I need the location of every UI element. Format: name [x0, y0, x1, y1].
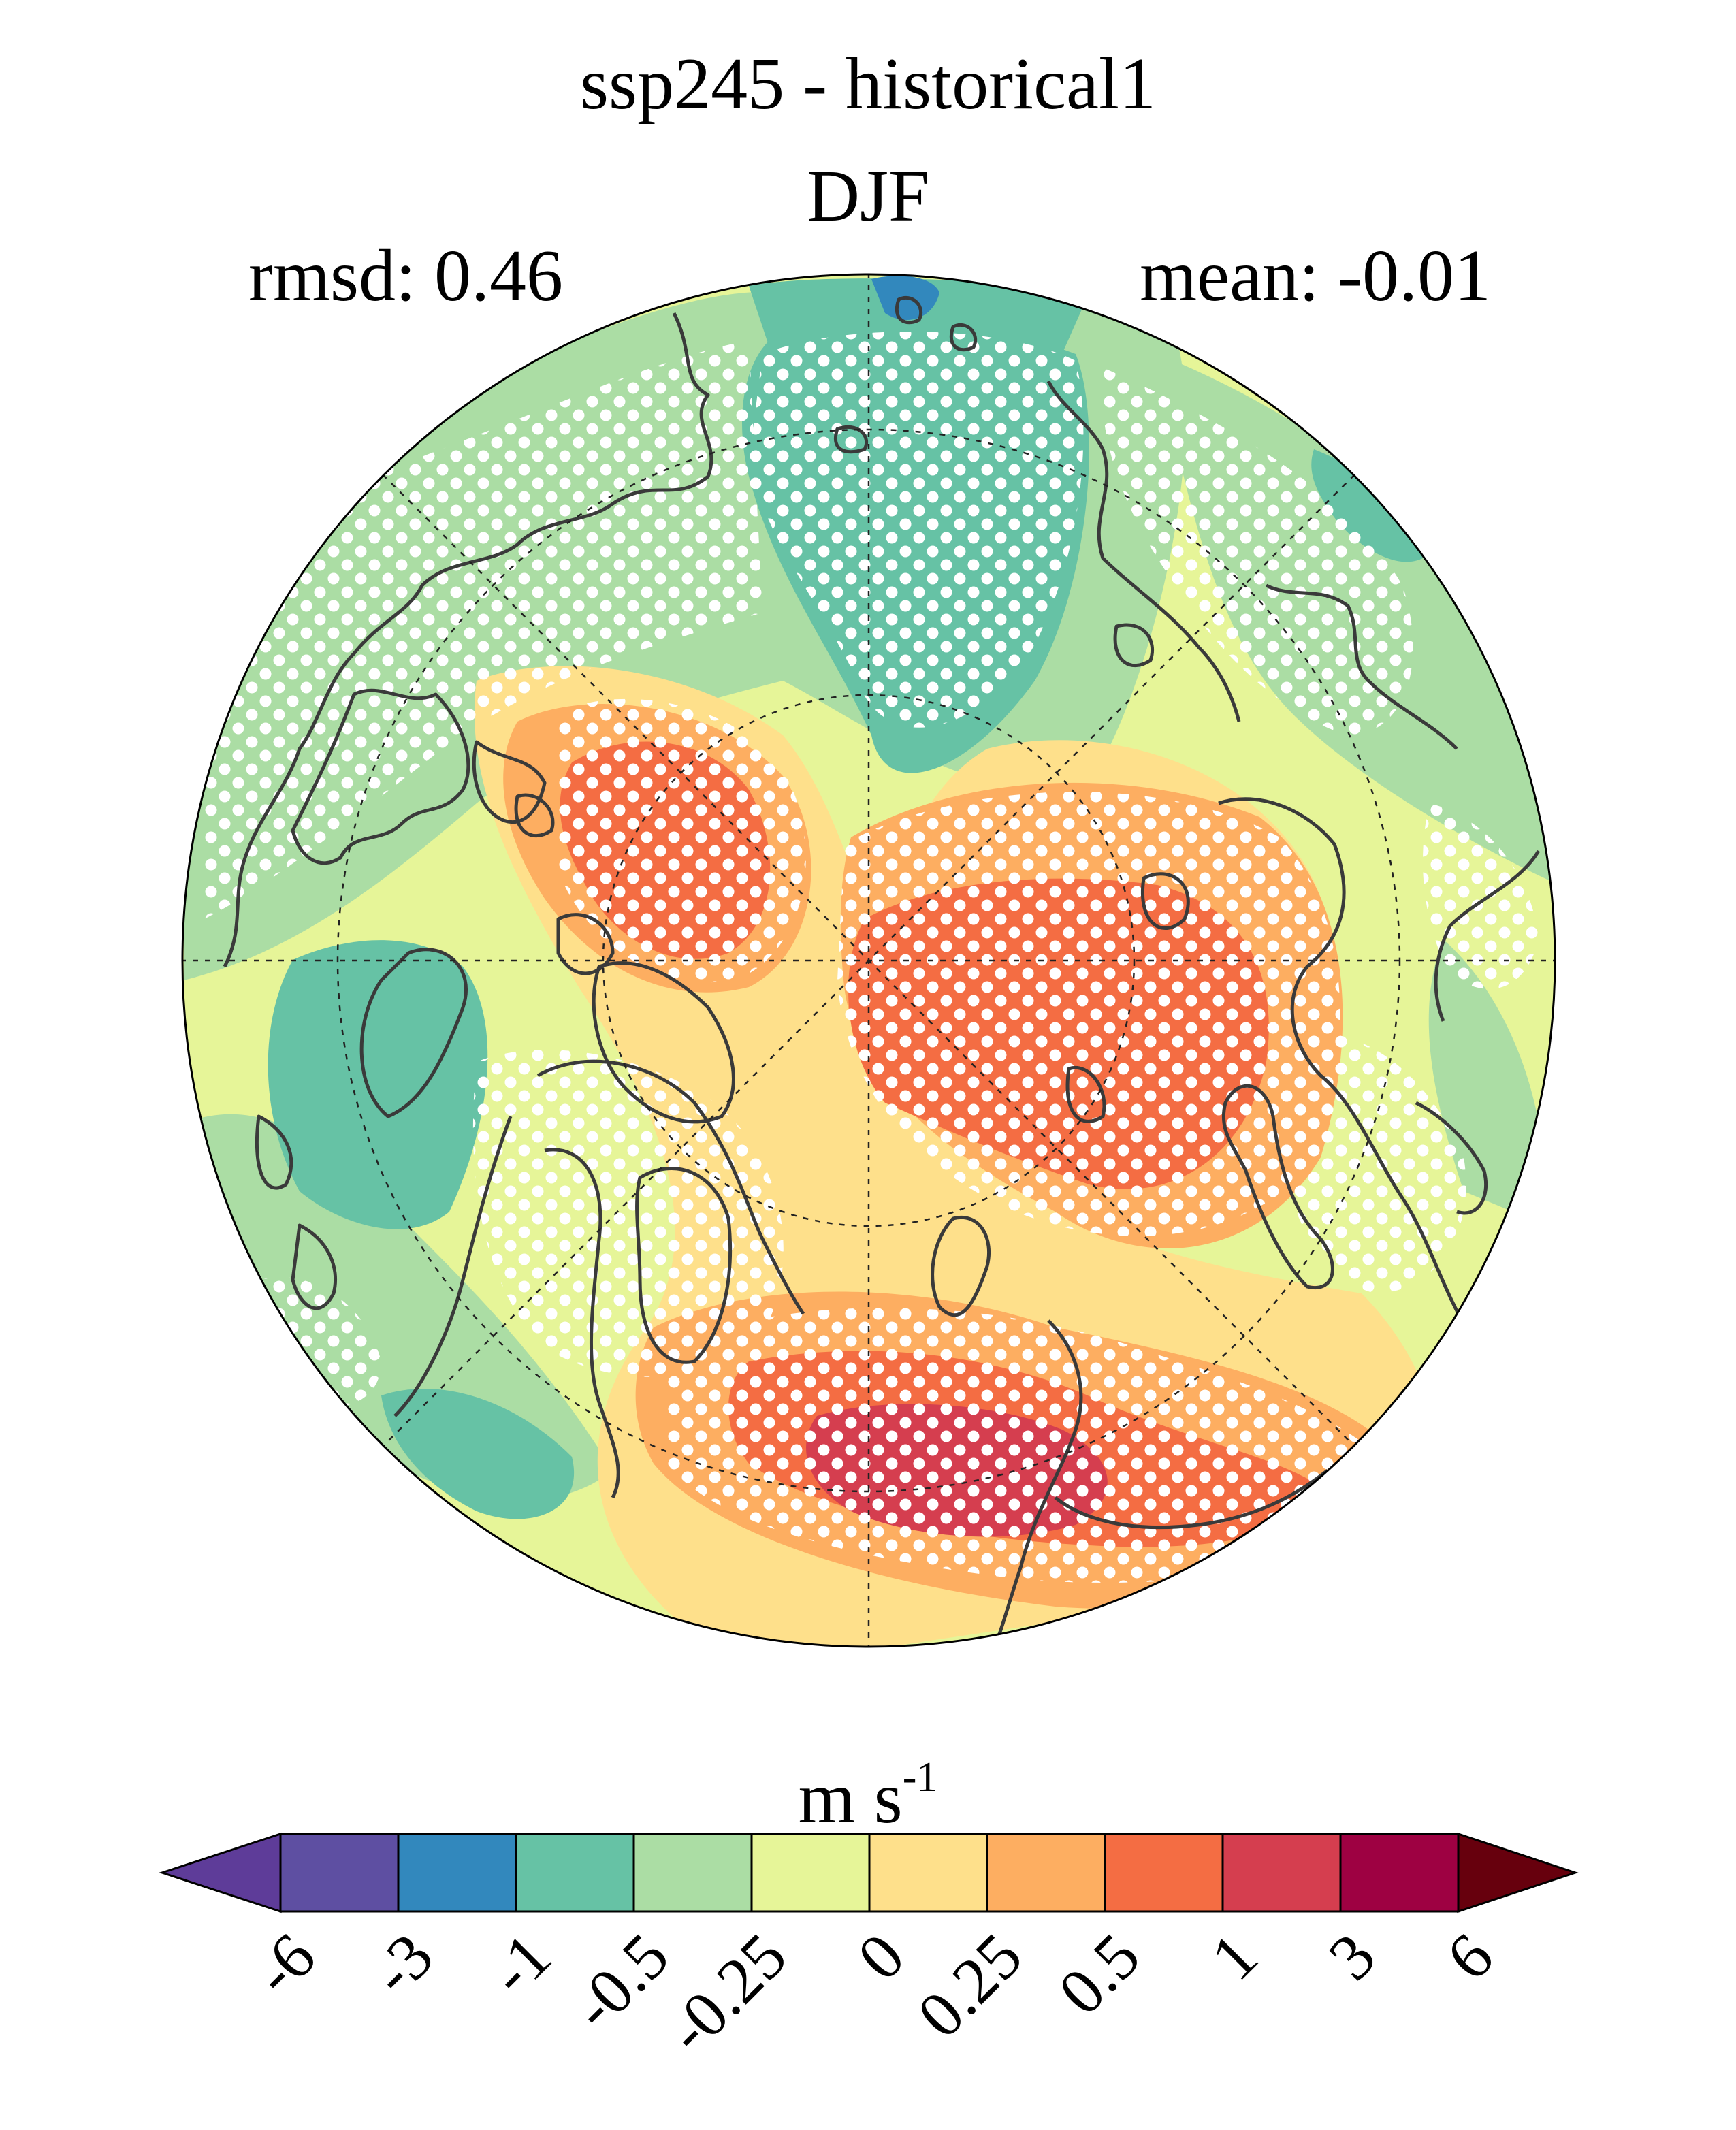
colorbar-cell	[1104, 1833, 1224, 1913]
polar-map	[181, 273, 1556, 1648]
mean-label: mean: -0.01	[1140, 236, 1491, 317]
colorbar-tick-label: -3	[357, 1919, 447, 2009]
colorbar-tick-label: -6	[239, 1919, 329, 2009]
units-base: m s	[798, 1758, 903, 1839]
colorbar-tick-label: 6	[1432, 1919, 1507, 1994]
colorbar-cell	[632, 1833, 753, 1913]
colorbar-cells	[159, 1832, 1579, 1914]
map-boundary	[181, 273, 1556, 1648]
colorbar-tick-labels: -6 -3 -1-0.5-0.25 00.25 0.5 1 3 6	[239, 1919, 1507, 2067]
field-region	[184, 1114, 613, 1500]
field-region	[1311, 449, 1423, 562]
colorbar-tick-label: 0.25	[903, 1919, 1035, 2051]
graticule	[182, 274, 1555, 1647]
colorbar-tick-label: 1	[1197, 1919, 1272, 1994]
colorbar-tick-label: 3	[1315, 1919, 1389, 1994]
stippling-layer	[204, 332, 1539, 1583]
field-region	[381, 1389, 575, 1519]
units-label: m s-1	[0, 1756, 1736, 1835]
colorbar-tick-label: -1	[475, 1919, 564, 2009]
colorbar-cell	[397, 1833, 517, 1913]
map-title: ssp245 - historical1	[580, 44, 1156, 125]
colorbar-tick-label: 0	[843, 1919, 918, 1994]
units-exponent: -1	[902, 1754, 938, 1801]
coastlines	[223, 295, 1541, 1647]
colorbar-cell	[868, 1833, 988, 1913]
colorbar-cell	[1221, 1833, 1342, 1913]
colorbar-tick-label: 0.5	[1044, 1919, 1154, 2029]
field-region	[268, 940, 488, 1229]
colorbar-cell	[515, 1833, 635, 1913]
colorbar-over-triangle	[1457, 1832, 1579, 1914]
colorbar-cell	[986, 1833, 1106, 1913]
season-label: DJF	[806, 156, 930, 237]
rmsd-label: rmsd: 0.46	[248, 236, 564, 317]
colorbar-under-triangle	[159, 1832, 282, 1914]
colorbar-cell	[1339, 1833, 1460, 1913]
colorbar-cell	[750, 1833, 871, 1913]
colorbar-cell	[279, 1833, 400, 1913]
colorbar-tick-label: -0.25	[652, 1919, 800, 2067]
